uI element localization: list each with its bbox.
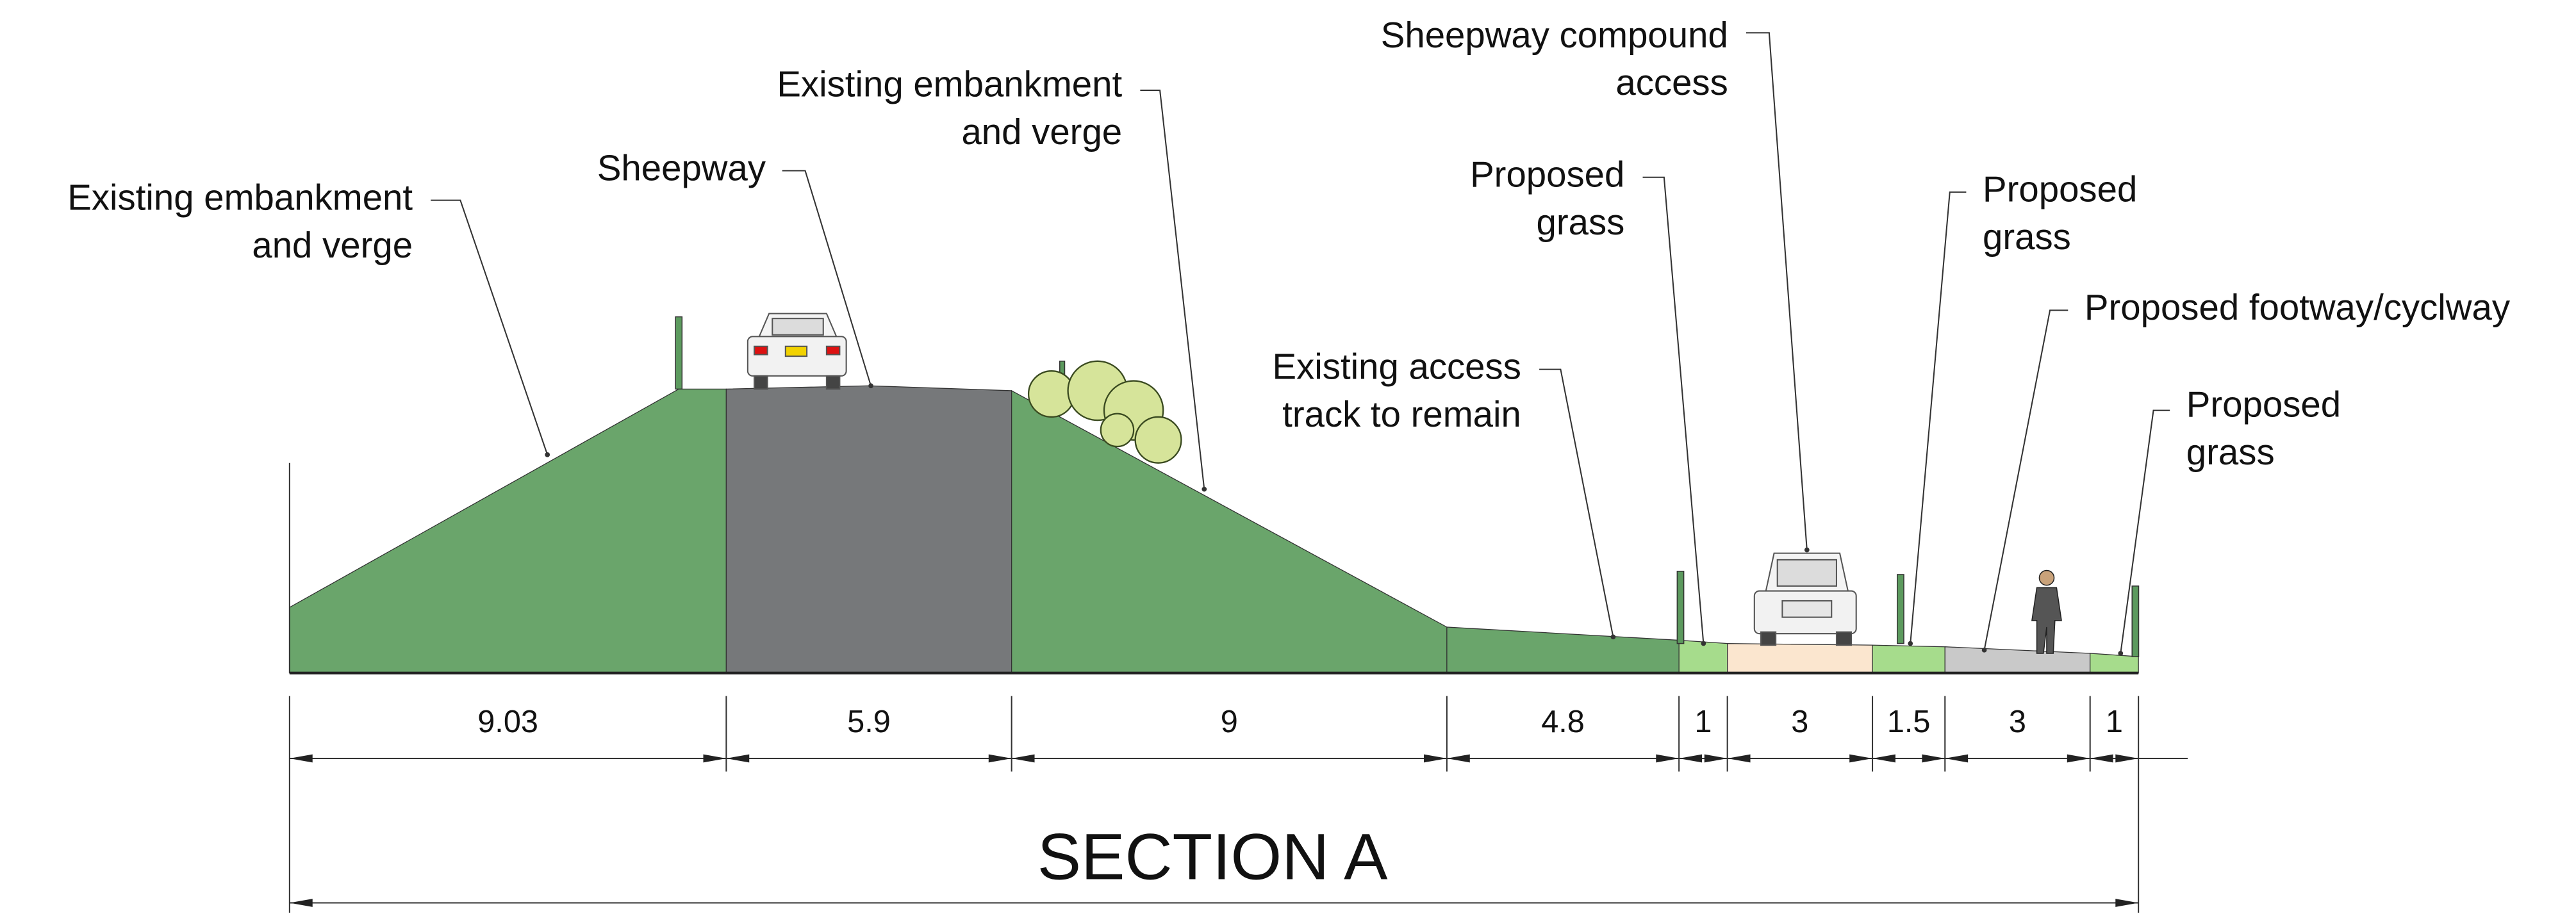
callout-label: Sheepway (597, 147, 766, 188)
dimension-label: 9 (1221, 705, 1238, 739)
callout-label: grass (2186, 432, 2275, 472)
arrowhead (1656, 754, 1680, 763)
arrowhead (1849, 754, 1873, 763)
dimension-label: 1 (1694, 705, 1712, 739)
dimension-label: 4.8 (1541, 705, 1585, 739)
dimensions: 9.03 5.9 9 4.8 1 3 1.5 3 1 (288, 696, 2188, 913)
arrowhead (289, 754, 313, 763)
callout-label: Sheepway compound (1381, 15, 1728, 55)
callout-label: and verge (252, 225, 413, 265)
arrowhead (1446, 754, 1470, 763)
arrowhead (1424, 754, 1447, 763)
callout-label: grass (1537, 202, 1625, 242)
arrowhead (2090, 754, 2113, 763)
leader-line (1642, 176, 1705, 644)
arrowhead (1922, 754, 1945, 763)
leader-tip (1201, 486, 1207, 492)
ground-segment (1727, 642, 1873, 674)
leader-tip (1804, 547, 1810, 553)
arrowhead (2115, 754, 2139, 763)
leader-line (1983, 309, 2068, 651)
ground-segment (725, 385, 1012, 674)
callout-label: grass (1983, 217, 2071, 257)
ground-segment (1944, 646, 2091, 674)
leader-tip (1981, 647, 1987, 653)
bushes (1027, 360, 1182, 464)
ground-segment (1446, 626, 1680, 674)
leader-tip (2118, 651, 2124, 656)
callout-label: Existing embankment (67, 177, 413, 218)
leader-line (1910, 191, 1967, 644)
labels: Existing embankment and verge Sheepway Exis… (67, 15, 2511, 656)
callout-label: Proposed (1470, 154, 1624, 195)
arrowhead (1011, 754, 1035, 763)
leader-line (1746, 32, 1808, 550)
car (747, 313, 847, 390)
leader-line (2120, 409, 2170, 654)
arrowhead (2115, 899, 2139, 907)
van (1753, 552, 1857, 646)
callout-label: Existing access (1272, 347, 1521, 387)
leader-line (431, 199, 549, 455)
dimension-label: 1.5 (1887, 705, 1931, 739)
leader-line (1539, 368, 1614, 637)
arrowhead (703, 754, 727, 763)
callout-label: and verge (961, 111, 1122, 152)
dimension-label: 3 (1791, 705, 1808, 739)
callout-label: access (1615, 62, 1728, 102)
callout-label: Proposed (1983, 169, 2137, 209)
callout-label: Existing embankment (777, 64, 1122, 104)
arrowhead (1727, 754, 1751, 763)
dimension-label: 3 (2009, 705, 2026, 739)
leader-line (782, 170, 872, 386)
callout-label: Proposed (2186, 384, 2341, 424)
section-title: SECTION A (1037, 820, 1388, 894)
callout-label: Proposed footway/cyclway (2085, 287, 2511, 327)
ground (289, 385, 2139, 675)
leader-tip (1701, 641, 1706, 646)
leader-line (1140, 89, 1205, 489)
ground-segment (289, 388, 727, 674)
leader-tip (545, 452, 550, 457)
arrowhead (1704, 754, 1728, 763)
arrowhead (1679, 754, 1703, 763)
arrowhead (988, 754, 1012, 763)
dimension-label: 1 (2106, 705, 2123, 739)
arrowhead (2067, 754, 2090, 763)
person (2031, 569, 2062, 654)
arrowhead (1872, 754, 1895, 763)
arrowhead (289, 899, 313, 907)
ground-segment (2090, 653, 2139, 674)
dimension-label: 5.9 (847, 705, 891, 739)
ground-segment (1872, 644, 1945, 674)
arrowhead (726, 754, 750, 763)
leader-tip (1908, 641, 1913, 646)
leader-tip (1610, 634, 1616, 640)
callout-label: track to remain (1282, 394, 1521, 434)
arrowhead (1945, 754, 1969, 763)
leader-tip (868, 383, 873, 389)
dimension-label: 9.03 (477, 705, 538, 739)
